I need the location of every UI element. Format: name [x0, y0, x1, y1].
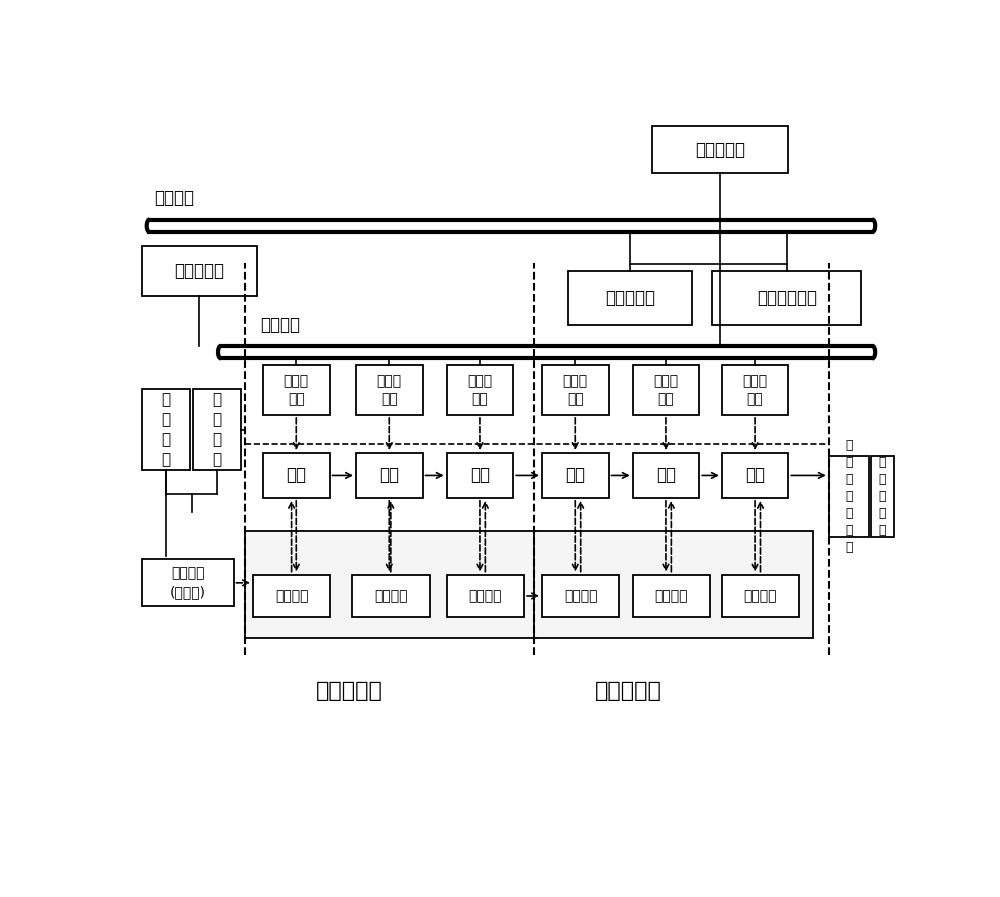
- FancyBboxPatch shape: [871, 456, 894, 537]
- FancyBboxPatch shape: [193, 388, 241, 470]
- FancyBboxPatch shape: [652, 126, 788, 173]
- FancyBboxPatch shape: [447, 453, 513, 498]
- Text: 生
产
指
令: 生 产 指 令: [162, 392, 171, 466]
- Text: 工业环网: 工业环网: [154, 189, 194, 207]
- Text: 生产管理端: 生产管理端: [174, 262, 224, 280]
- FancyBboxPatch shape: [542, 575, 619, 617]
- Text: 标签打印: 标签打印: [469, 589, 502, 603]
- FancyBboxPatch shape: [356, 453, 423, 498]
- FancyBboxPatch shape: [447, 575, 524, 617]
- Text: 工序控
制器: 工序控 制器: [467, 374, 493, 406]
- FancyBboxPatch shape: [722, 575, 799, 617]
- FancyBboxPatch shape: [142, 246, 257, 295]
- FancyBboxPatch shape: [829, 456, 869, 537]
- Text: 灌装: 灌装: [470, 466, 490, 484]
- FancyBboxPatch shape: [633, 575, 710, 617]
- Text: 工序控
制器: 工序控 制器: [284, 374, 309, 406]
- Text: 工序看板: 工序看板: [564, 589, 597, 603]
- FancyBboxPatch shape: [142, 388, 190, 470]
- Text: 上层管理端: 上层管理端: [695, 141, 745, 159]
- FancyBboxPatch shape: [447, 365, 513, 415]
- Text: 配制: 配制: [379, 466, 399, 484]
- Text: 灭菌: 灭菌: [565, 466, 585, 484]
- FancyBboxPatch shape: [142, 560, 234, 606]
- FancyBboxPatch shape: [356, 365, 423, 415]
- Text: 物料配料
(配标签): 物料配料 (配标签): [170, 567, 206, 599]
- Text: 物
料
清
单: 物 料 清 单: [213, 392, 222, 466]
- FancyBboxPatch shape: [534, 531, 813, 638]
- FancyBboxPatch shape: [263, 453, 330, 498]
- FancyBboxPatch shape: [263, 365, 330, 415]
- Text: 包装: 包装: [745, 466, 765, 484]
- Text: 打
印
药
品
监
管
码: 打 印 药 品 监 管 码: [845, 439, 853, 554]
- Text: 工序控
制器: 工序控 制器: [743, 374, 768, 406]
- FancyBboxPatch shape: [722, 365, 788, 415]
- FancyBboxPatch shape: [245, 531, 536, 638]
- FancyBboxPatch shape: [352, 575, 430, 617]
- Text: 后包装工序: 后包装工序: [595, 682, 662, 701]
- FancyBboxPatch shape: [633, 365, 699, 415]
- FancyBboxPatch shape: [712, 271, 861, 326]
- Text: 工序控
制器: 工序控 制器: [377, 374, 402, 406]
- FancyBboxPatch shape: [568, 271, 692, 326]
- Text: 扫码标签: 扫码标签: [655, 589, 688, 603]
- FancyBboxPatch shape: [722, 453, 788, 498]
- Text: 工业环网: 工业环网: [261, 316, 301, 335]
- FancyBboxPatch shape: [253, 575, 330, 617]
- Text: 灯检: 灯检: [656, 466, 676, 484]
- Text: 标签复核: 标签复核: [374, 589, 408, 603]
- FancyBboxPatch shape: [542, 365, 609, 415]
- Text: 数据库服务器: 数据库服务器: [757, 289, 817, 308]
- Text: 称量: 称量: [286, 466, 306, 484]
- Text: 扫码标签: 扫码标签: [275, 589, 308, 603]
- Text: 前生产工序: 前生产工序: [316, 682, 383, 701]
- Text: 送
入
高
架
库: 送 入 高 架 库: [878, 456, 886, 537]
- FancyBboxPatch shape: [542, 453, 609, 498]
- FancyBboxPatch shape: [633, 453, 699, 498]
- Text: 工序控
制器: 工序控 制器: [653, 374, 679, 406]
- Text: 标签复核: 标签复核: [744, 589, 777, 603]
- Text: 功能服务器: 功能服务器: [605, 289, 655, 308]
- Text: 工序控
制器: 工序控 制器: [563, 374, 588, 406]
